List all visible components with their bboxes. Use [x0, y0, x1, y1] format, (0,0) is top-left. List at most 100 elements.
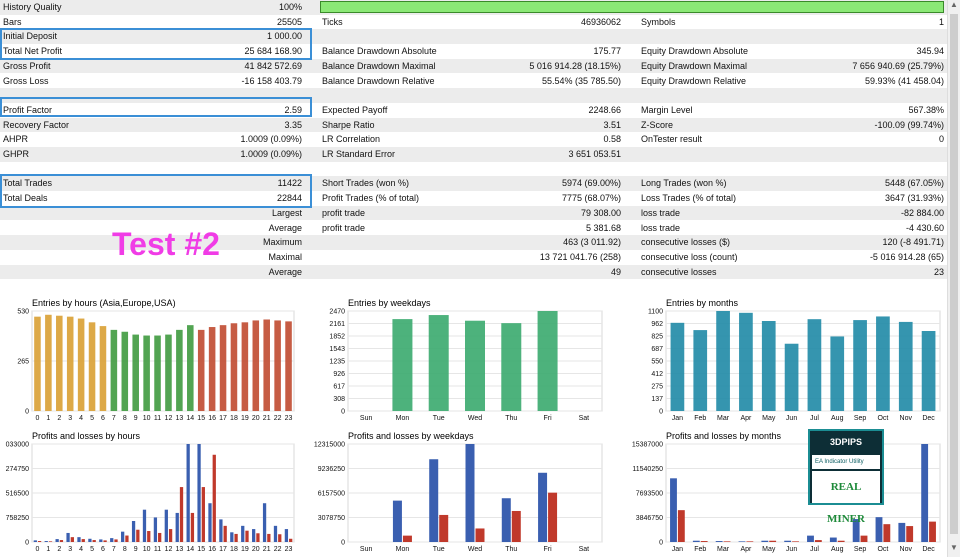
chart-y-tick-label: 758250 — [6, 515, 29, 522]
logo-subtitle: EA Indicator Utility — [812, 455, 880, 469]
chart-x-tick-label: Jun — [786, 415, 797, 422]
stats-cell-c1l: Initial Deposit — [3, 31, 58, 42]
chart-bar-loss — [92, 540, 96, 542]
stats-row: Total Trades 11422 Short Trades (won %) 597… — [0, 176, 947, 192]
chart-bar-profit — [164, 509, 168, 542]
chart-y-tick-label: 1543 — [329, 346, 345, 353]
scroll-down-arrow-icon[interactable]: ▼ — [950, 543, 958, 552]
chart-bar-profit — [131, 520, 136, 542]
stats-cell-c1l: AHPR — [3, 134, 29, 145]
stats-cell-c1r: 1.0009 (0.09%) — [240, 134, 302, 145]
chart-x-tick-label: 19 — [241, 415, 249, 422]
logo-product-name: REAL MINER — [812, 471, 880, 525]
chart-x-tick-label: 6 — [101, 546, 105, 553]
stats-cell-c1l: Recovery Factor — [3, 119, 70, 130]
chart-y-tick-label: 1852 — [329, 334, 345, 341]
chart-bar-loss — [212, 454, 216, 542]
chart-bar — [230, 323, 238, 411]
stats-cell-c1r: Largest — [271, 207, 302, 218]
stats-cell-c1l: Total Net Profit — [3, 46, 63, 57]
stats-cell-c3l: Loss Trades (% of total) — [641, 193, 737, 204]
chart-bar-loss — [548, 492, 558, 542]
chart-bar-loss — [70, 537, 74, 542]
chart-x-tick-label: 20 — [252, 546, 260, 553]
chart-x-tick-label: May — [762, 546, 776, 553]
chart-y-tick-label: 412 — [651, 371, 663, 378]
chart-y-tick-label: 12315000 — [314, 442, 345, 449]
chart-x-tick-label: 11 — [154, 415, 161, 422]
chart-bar-loss — [723, 541, 731, 542]
chart-x-tick-label: Apr — [740, 546, 752, 553]
stats-cell-c1r: 100% — [278, 2, 302, 12]
chart-y-tick-label: 11540250 — [632, 466, 663, 473]
stats-cell-c2r: 3 651 053.51 — [568, 149, 621, 159]
chart-bar — [501, 323, 522, 411]
chart-y-tick-label: 15387000 — [632, 442, 663, 449]
stats-cell-c3l: loss trade — [641, 222, 681, 233]
stats-cell-c2l: Ticks — [322, 16, 343, 27]
chart-y-tick-label: 0 — [659, 540, 663, 547]
vertical-scrollbar[interactable]: ▲ ▼ — [947, 0, 960, 557]
chart-x-tick-label: 1 — [46, 546, 50, 553]
chart-x-tick-label: 23 — [285, 415, 293, 422]
stats-cell-c1r: Maximum — [262, 237, 302, 248]
chart-bar-loss — [147, 531, 151, 542]
chart-bar-profit — [197, 444, 201, 542]
scroll-up-arrow-icon[interactable]: ▲ — [950, 0, 958, 9]
chart-bar-profit — [670, 478, 677, 542]
chart-y-tick-label: 275 — [651, 384, 663, 391]
chart-y-tick-label: 617 — [333, 384, 345, 391]
chart-bar — [392, 319, 413, 411]
chart-x-tick-label: Tue — [433, 546, 445, 553]
chart-x-tick-label: 4 — [79, 546, 83, 553]
chart-x-tick-label: Oct — [877, 415, 888, 422]
chart-bar-loss — [103, 540, 107, 542]
stats-cell-c2r: 13 721 041.76 (258) — [539, 251, 621, 262]
chart-bar-profit — [465, 444, 475, 542]
stats-row: Gross Loss -16 158 403.79 Balance Drawdown… — [0, 74, 947, 89]
chart-x-tick-label: Mon — [396, 546, 410, 553]
stats-row: Maximal 13 721 041.76 (258) consecutive lo… — [0, 250, 947, 265]
stats-row: Largest profit trade 79 308.00 loss trade -8… — [0, 205, 947, 221]
chart-x-tick-label: Jun — [786, 546, 797, 553]
chart-bar — [921, 331, 936, 411]
stats-row: GHPR 1.0009 (0.09%) LR Standard Error 3 651… — [0, 147, 947, 162]
stats-cell-c2r: 3.51 — [603, 119, 621, 130]
chart-bar-loss — [746, 541, 754, 542]
chart-bar-loss — [81, 539, 85, 542]
chart-bar-profit — [88, 538, 92, 542]
stats-cell-c3r: 567.38% — [908, 104, 944, 115]
scroll-thumb[interactable] — [950, 14, 958, 534]
chart-bar-profit — [875, 517, 883, 542]
chart-bar-profit — [715, 541, 723, 542]
stats-cell-c2r: 49 — [610, 266, 621, 277]
stats-row: AHPR 1.0009 (0.09%) LR Correlation 0.58 OnTe… — [0, 132, 947, 147]
chart-bar — [853, 320, 867, 411]
chart-x-tick-label: Mar — [717, 546, 730, 553]
chart-bar-profit — [738, 541, 746, 542]
stats-cell-c1r: -16 158 403.79 — [241, 75, 302, 86]
stats-cell-c3r: 23 — [933, 266, 944, 277]
stats-cell-c3l: Symbols — [641, 16, 676, 27]
chart-x-tick-label: 3 — [68, 546, 72, 553]
chart-x-tick-label: 17 — [219, 546, 227, 553]
chart-bar-loss — [837, 540, 845, 542]
stats-cell-c3r: 345.94 — [916, 46, 944, 57]
stats-cell-c3l: Long Trades (won %) — [641, 178, 727, 189]
chart-bar-profit — [829, 537, 837, 542]
chart-bar — [45, 314, 52, 411]
chart-bar-loss — [168, 529, 173, 542]
stats-cell-c1l: Total Trades — [3, 178, 53, 189]
chart-x-tick-label: 0 — [36, 546, 40, 553]
chart-x-tick-label: Wed — [468, 546, 482, 553]
chart-bar — [165, 334, 172, 411]
chart-x-tick-label: 10 — [143, 546, 151, 553]
stats-cell-c1r: 41 842 572.69 — [244, 60, 302, 71]
chart-bar-loss — [48, 541, 53, 542]
chart-x-tick-label: 15 — [197, 546, 205, 553]
stats-row: Initial Deposit 1 000.00 — [0, 29, 947, 45]
chart-bar-profit — [852, 519, 860, 542]
chart-title: Entries by hours (Asia,Europe,USA) — [32, 298, 176, 308]
stats-cell-c3r: 5448 (67.05%) — [884, 178, 944, 189]
chart-y-tick-label: 033000 — [6, 442, 29, 449]
